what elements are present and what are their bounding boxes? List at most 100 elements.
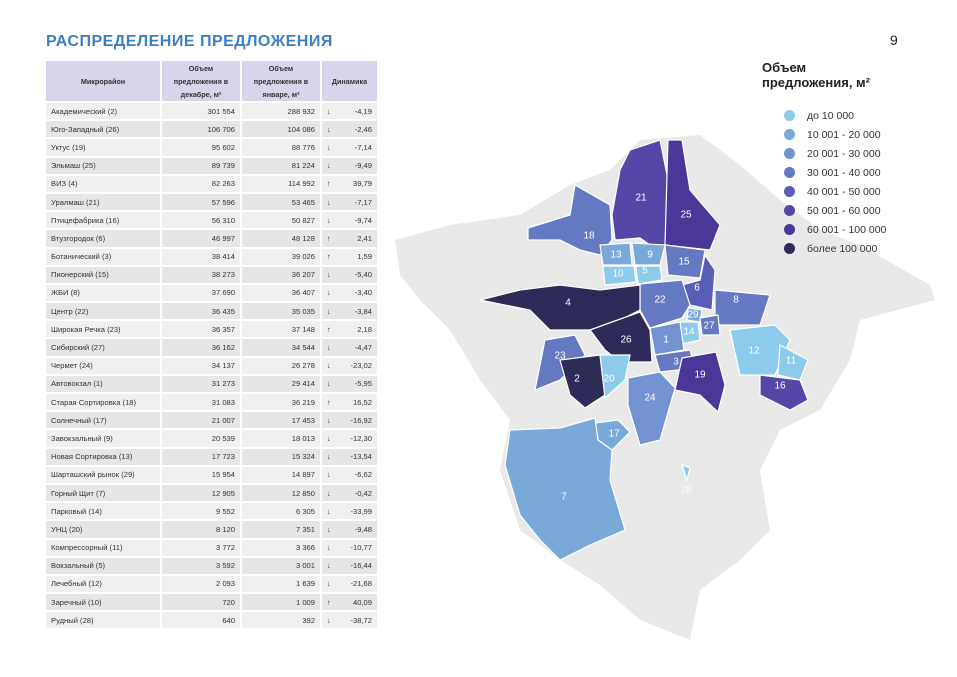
december-value: 36 162 [162, 339, 240, 356]
arrow-up-icon: ↑ [327, 233, 331, 243]
december-value: 57 596 [162, 193, 240, 211]
dynamics-cell: ↓ -2,46 [322, 121, 377, 138]
table-row: Новая Сортировка (13) 17 723 15 324 ↓ -13… [46, 448, 377, 465]
dynamics-cell: ↓ -33,99 [322, 503, 377, 520]
dynamics-cell: ↓ -16,44 [322, 557, 377, 574]
dynamics-cell: ↑ 2,41 [322, 230, 377, 247]
dynamics-value: 2,18 [357, 324, 372, 334]
district-name: Чермет (24) [46, 357, 160, 374]
legend-item: более 100 000 [784, 239, 886, 258]
january-value: 37 148 [242, 321, 320, 338]
legend-title: Объем [762, 60, 807, 75]
district-8 [714, 289, 771, 326]
arrow-down-icon: ↓ [327, 106, 331, 116]
dynamics-cell: ↓ -6,62 [322, 466, 377, 483]
district-name: Горный Щит (7) [46, 484, 160, 502]
district-label: 29 [687, 310, 699, 321]
table-row: Парковый (14) 9 552 6 305 ↓ -33,99 [46, 503, 377, 520]
dynamics-cell: ↓ -7,17 [322, 193, 377, 211]
dynamics-value: -0,42 [354, 488, 372, 498]
dynamics-value: -13,54 [350, 452, 372, 462]
dynamics-cell: ↓ -4,19 [322, 103, 377, 120]
legend-item: 60 001 - 100 000 [784, 220, 886, 239]
district-name: Юго-Западный (26) [46, 121, 160, 138]
january-value: 1 639 [242, 575, 320, 593]
arrow-down-icon: ↓ [327, 161, 331, 171]
table-row: Шарташский рынок (29) 15 954 14 897 ↓ -6,… [46, 466, 377, 483]
district-name: Уралмаш (21) [46, 193, 160, 211]
district-21 [611, 139, 669, 246]
district-27 [699, 314, 721, 336]
district-name: Пионерский (15) [46, 266, 160, 283]
dynamics-value: -9,74 [354, 215, 372, 225]
district-28 [681, 463, 691, 483]
arrow-down-icon: ↓ [327, 361, 331, 371]
arrow-up-icon: ↑ [327, 597, 331, 607]
district-5 [635, 265, 663, 285]
district-10 [602, 265, 637, 286]
district-label: 15 [678, 257, 690, 268]
table-row: Академический (2) 301 554 288 932 ↓ -4,19 [46, 103, 377, 120]
dynamics-cell: ↓ -0,42 [322, 484, 377, 502]
legend-label: 50 001 - 60 000 [807, 204, 881, 217]
dynamics-value: -7,17 [354, 197, 372, 207]
arrow-down-icon: ↓ [327, 561, 331, 571]
table-row: Уктус (19) 95 602 88 776 ↓ -7,14 [46, 139, 377, 156]
january-value: 288 932 [242, 103, 320, 120]
district-name: Сибирский (27) [46, 339, 160, 356]
january-value: 26 278 [242, 357, 320, 374]
legend-label: 40 001 - 50 000 [807, 185, 881, 198]
table-row: Юго-Западный (26) 106 706 104 086 ↓ -2,46 [46, 121, 377, 138]
dynamics-value: -10,77 [350, 543, 372, 553]
dynamics-cell: ↓ -13,54 [322, 448, 377, 465]
arrow-down-icon: ↓ [327, 306, 331, 316]
district-name: УНЦ (20) [46, 521, 160, 538]
december-value: 12 905 [162, 484, 240, 502]
legend-dot-icon [784, 167, 795, 178]
map-legend: Объем предложения, м² до 10 000 10 001 - … [762, 60, 886, 258]
dynamics-value: 1,59 [357, 252, 372, 262]
arrow-up-icon: ↑ [327, 397, 331, 407]
district-label: 19 [694, 370, 706, 381]
table-row: Сибирский (27) 36 162 34 544 ↓ -4,47 [46, 339, 377, 356]
arrow-down-icon: ↓ [327, 470, 331, 480]
arrow-down-icon: ↓ [327, 579, 331, 589]
legend-label: 20 001 - 30 000 [807, 147, 881, 160]
district-name: Уктус (19) [46, 139, 160, 156]
dynamics-value: -9,49 [354, 161, 372, 171]
dynamics-value: -12,30 [350, 433, 372, 443]
dynamics-cell: ↓ -3,40 [322, 284, 377, 302]
district-24 [627, 371, 676, 446]
december-value: 36 435 [162, 303, 240, 320]
january-value: 104 086 [242, 121, 320, 138]
january-value: 35 035 [242, 303, 320, 320]
district-name: Старая Сортировка (18) [46, 394, 160, 411]
dynamics-cell: ↓ -4,47 [322, 339, 377, 356]
arrow-down-icon: ↓ [327, 433, 331, 443]
district-label: 28 [680, 485, 692, 496]
table-row: Старая Сортировка (18) 31 083 36 219 ↑ 16… [46, 394, 377, 411]
arrow-down-icon: ↓ [327, 288, 331, 298]
table-row: Уралмаш (21) 57 596 53 465 ↓ -7,17 [46, 193, 377, 211]
december-value: 37 690 [162, 284, 240, 302]
district-label: 14 [683, 327, 695, 338]
table-row: Солнечный (17) 21 007 17 453 ↓ -16,92 [46, 412, 377, 429]
january-value: 29 414 [242, 375, 320, 392]
dynamics-value: -38,72 [350, 615, 372, 625]
december-value: 3 772 [162, 539, 240, 556]
district-label: 24 [644, 393, 656, 404]
dynamics-value: -6,62 [354, 470, 372, 480]
district-label: 5 [642, 266, 648, 277]
january-value: 12 850 [242, 484, 320, 502]
december-value: 46 997 [162, 230, 240, 247]
january-value: 39 026 [242, 248, 320, 265]
january-value: 18 013 [242, 430, 320, 447]
district-label: 1 [663, 335, 669, 346]
page-number: 9 [890, 32, 898, 48]
legend-label: 60 001 - 100 000 [807, 223, 887, 236]
district-name: Ботанический (3) [46, 248, 160, 265]
district-name: Вокзальный (5) [46, 557, 160, 574]
arrow-up-icon: ↑ [327, 324, 331, 334]
january-value: 6 305 [242, 503, 320, 520]
